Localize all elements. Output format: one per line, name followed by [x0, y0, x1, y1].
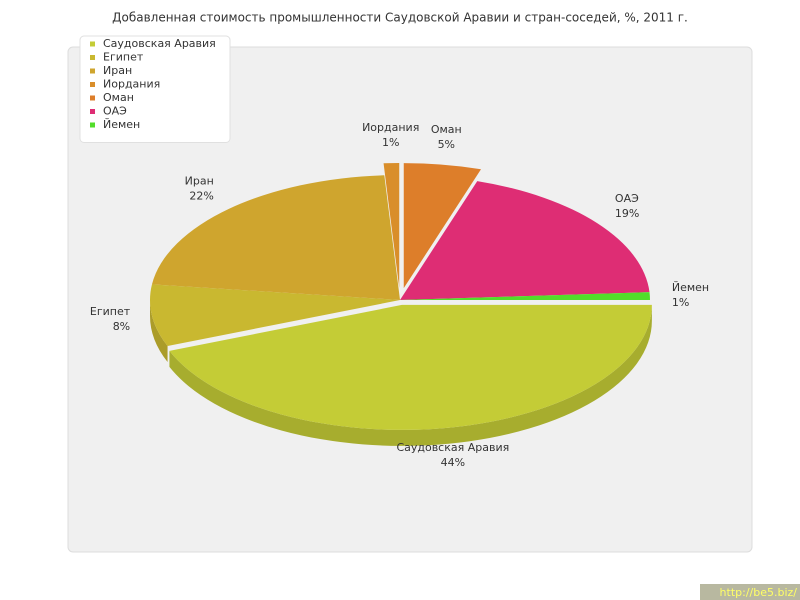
- slice: [403, 163, 482, 289]
- legend-marker: [90, 41, 95, 47]
- legend-box: [79, 35, 231, 143]
- slice-label: Йемен: [672, 281, 709, 294]
- slice-value-label: 1%: [382, 136, 399, 149]
- slice: [169, 304, 652, 430]
- slice: [400, 292, 650, 300]
- legend: Саудовская АравияЕгипетИранИорданияОманО…: [79, 35, 231, 143]
- slice-value-label: 19%: [615, 207, 639, 220]
- legend-marker: [90, 55, 95, 60]
- slice: [151, 175, 400, 300]
- chart-title: Добавленная стоимость промышленности Сау…: [112, 11, 688, 25]
- legend-label: Египет: [103, 51, 144, 64]
- slice: [150, 284, 400, 347]
- slice-label: ОАЭ: [615, 192, 639, 205]
- slice-label: Оман: [431, 123, 462, 136]
- slice: [400, 181, 650, 300]
- slice-label: Иордания: [362, 121, 419, 134]
- slice: [383, 163, 400, 289]
- watermark: http://be5.biz/: [720, 586, 798, 599]
- slice-value-label: 5%: [438, 138, 455, 151]
- legend-marker: [90, 122, 95, 128]
- legend-marker: [90, 82, 95, 87]
- legend-label: Саудовская Аравия: [103, 37, 216, 50]
- legend-label: Йемен: [103, 118, 140, 131]
- legend-label: Оман: [103, 91, 134, 104]
- slice-value-label: 8%: [113, 320, 130, 333]
- legend-label: Иран: [103, 64, 132, 77]
- slice-value-label: 44%: [441, 456, 465, 469]
- legend-label: ОАЭ: [103, 105, 127, 118]
- slice-label: Саудовская Аравия: [396, 441, 509, 454]
- slice-label: Египет: [90, 305, 131, 318]
- slice-value-label: 22%: [189, 189, 213, 202]
- slice-value-label: 1%: [672, 296, 689, 309]
- slice-tops: [150, 163, 652, 430]
- legend-marker: [90, 68, 95, 74]
- slice-side: [150, 300, 168, 363]
- legend-label: Иордания: [103, 78, 160, 91]
- legend-marker: [90, 109, 95, 114]
- slice-sides: [150, 300, 652, 446]
- legend-marker: [90, 95, 95, 101]
- slice-label: Иран: [185, 174, 214, 187]
- watermark-background: [700, 584, 800, 600]
